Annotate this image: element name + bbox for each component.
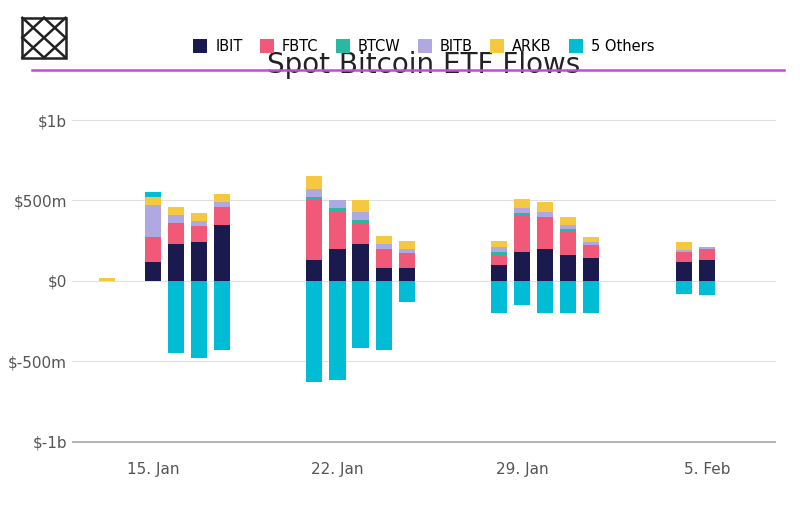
Bar bbox=[375, 244, 392, 249]
Bar bbox=[375, 281, 392, 350]
Bar bbox=[353, 244, 369, 281]
Bar bbox=[698, 247, 715, 249]
Bar bbox=[214, 281, 230, 350]
Bar bbox=[145, 205, 161, 238]
Bar bbox=[306, 176, 322, 189]
Bar bbox=[214, 225, 230, 281]
Bar bbox=[214, 194, 230, 202]
Bar bbox=[191, 213, 207, 222]
Bar bbox=[330, 200, 346, 209]
Bar bbox=[398, 253, 414, 268]
Bar bbox=[491, 255, 507, 265]
Bar bbox=[145, 197, 161, 205]
Bar bbox=[306, 281, 322, 382]
Bar bbox=[491, 265, 507, 281]
Bar bbox=[491, 252, 507, 255]
Bar bbox=[698, 249, 715, 260]
Bar bbox=[306, 260, 322, 281]
Bar bbox=[514, 209, 530, 213]
Bar bbox=[375, 236, 392, 244]
Bar bbox=[698, 281, 715, 295]
Bar bbox=[398, 241, 414, 249]
Bar bbox=[514, 213, 530, 215]
Bar bbox=[353, 220, 369, 223]
Bar bbox=[145, 238, 161, 262]
Bar bbox=[145, 192, 161, 197]
Bar bbox=[353, 223, 369, 244]
Bar bbox=[491, 241, 507, 247]
Bar bbox=[98, 278, 114, 281]
Bar bbox=[168, 207, 184, 215]
Bar bbox=[168, 215, 184, 223]
Bar bbox=[560, 216, 576, 225]
Bar bbox=[675, 252, 692, 262]
Bar bbox=[560, 255, 576, 281]
Bar bbox=[491, 281, 507, 313]
Bar bbox=[583, 258, 599, 281]
Bar bbox=[560, 225, 576, 229]
Bar bbox=[398, 249, 414, 253]
Bar bbox=[168, 281, 184, 353]
Bar bbox=[330, 209, 346, 212]
Bar bbox=[168, 223, 184, 244]
Bar bbox=[306, 189, 322, 197]
Bar bbox=[353, 200, 369, 212]
Bar bbox=[698, 260, 715, 281]
Bar bbox=[675, 262, 692, 281]
Bar bbox=[537, 202, 554, 212]
Bar bbox=[560, 229, 576, 231]
Bar bbox=[514, 215, 530, 252]
Title: Spot Bitcoin ETF Flows: Spot Bitcoin ETF Flows bbox=[267, 51, 581, 80]
Bar bbox=[330, 212, 346, 249]
Bar bbox=[583, 245, 599, 258]
Bar bbox=[537, 281, 554, 313]
Bar bbox=[537, 249, 554, 281]
Bar bbox=[168, 244, 184, 281]
Bar bbox=[583, 242, 599, 245]
Bar bbox=[330, 281, 346, 381]
Bar bbox=[514, 281, 530, 305]
Bar bbox=[514, 252, 530, 281]
Bar bbox=[514, 199, 530, 209]
Bar bbox=[375, 268, 392, 281]
Bar bbox=[560, 281, 576, 313]
Bar bbox=[306, 197, 322, 200]
Bar bbox=[191, 242, 207, 281]
Bar bbox=[537, 212, 554, 216]
Bar bbox=[560, 231, 576, 255]
Bar bbox=[398, 281, 414, 302]
Bar bbox=[675, 281, 692, 294]
Bar bbox=[353, 212, 369, 220]
Bar bbox=[306, 200, 322, 260]
Bar bbox=[491, 247, 507, 252]
Bar bbox=[675, 242, 692, 250]
Bar bbox=[191, 226, 207, 242]
Bar bbox=[191, 222, 207, 226]
Bar bbox=[583, 281, 599, 313]
Legend: IBIT, FBTC, BTCW, BITB, ARKB, 5 Others: IBIT, FBTC, BTCW, BITB, ARKB, 5 Others bbox=[187, 33, 661, 60]
Bar bbox=[214, 202, 230, 207]
Bar bbox=[191, 281, 207, 358]
Bar bbox=[583, 238, 599, 242]
Bar bbox=[330, 249, 346, 281]
Bar bbox=[375, 249, 392, 268]
Bar bbox=[214, 207, 230, 209]
Bar bbox=[145, 262, 161, 281]
Bar bbox=[353, 281, 369, 348]
Bar bbox=[537, 216, 554, 249]
Bar bbox=[398, 268, 414, 281]
Bar bbox=[675, 250, 692, 252]
Bar bbox=[214, 209, 230, 225]
